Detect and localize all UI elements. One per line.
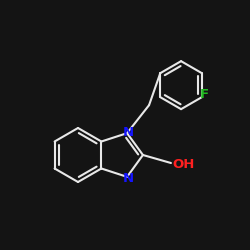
Text: N: N xyxy=(122,172,134,185)
Text: F: F xyxy=(199,88,208,101)
Text: N: N xyxy=(122,126,134,139)
Text: OH: OH xyxy=(173,158,195,172)
